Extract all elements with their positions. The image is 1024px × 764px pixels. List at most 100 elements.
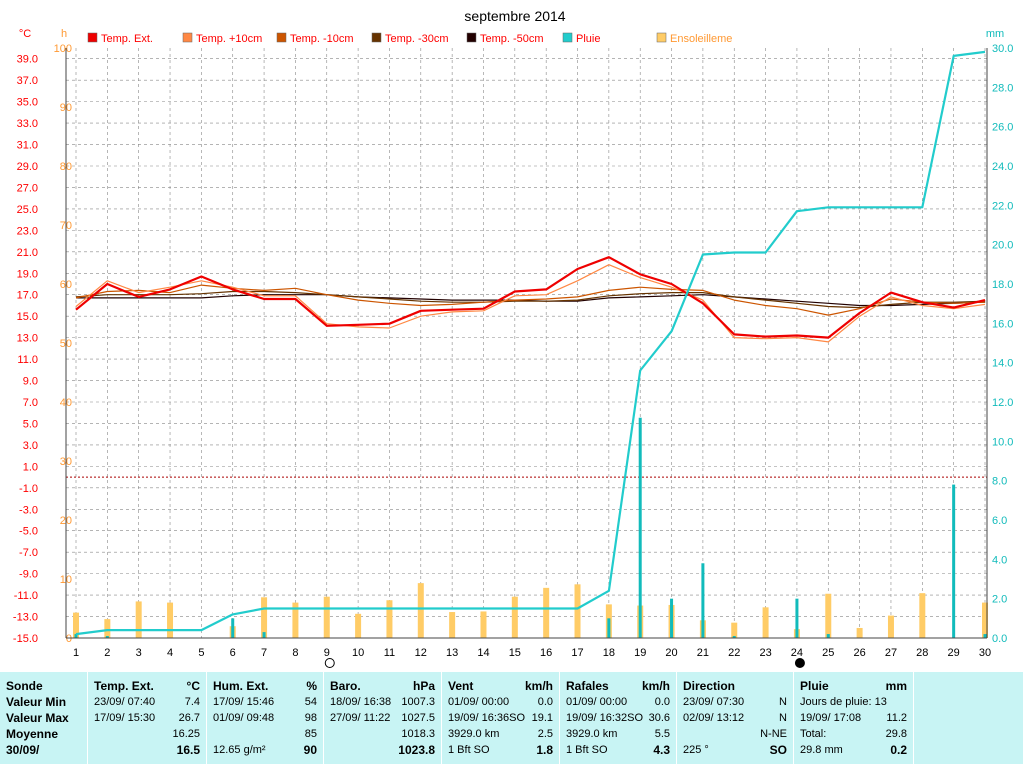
sunshine-bar	[386, 600, 393, 638]
baro-unit: hPa	[412, 679, 435, 693]
temp-row-value: 16.25	[172, 728, 200, 740]
sunshine-bar	[825, 593, 832, 638]
legend-swatch	[87, 32, 98, 43]
sun-axis-unit: h	[61, 28, 67, 40]
x-tick-label: 25	[822, 647, 834, 659]
sunshine-bar	[261, 597, 268, 638]
baro-row-value: 1027.5	[401, 712, 435, 724]
pluie-header: Pluie	[800, 679, 829, 693]
moon-full-icon	[324, 658, 335, 668]
rain-tick-label: 20.0	[992, 240, 1013, 252]
sonde-row-label: Valeur Min	[6, 695, 67, 709]
vent-unit: km/h	[524, 679, 553, 693]
temp-tick-label: 13.0	[17, 333, 38, 345]
x-tick-label: 27	[885, 647, 897, 659]
legend-swatch	[182, 32, 193, 43]
baro-row-value: 1023.8	[398, 743, 435, 757]
sonde-row-label: Valeur Max	[6, 711, 69, 725]
temp-tick-label: 23.0	[17, 225, 38, 237]
x-tick-label: 12	[415, 647, 427, 659]
direction-row-value: N	[779, 712, 787, 724]
temp-unit: °C	[186, 679, 200, 693]
daily-rain-bar	[826, 634, 830, 638]
direction-row-label: 23/09/ 07:30	[683, 696, 745, 708]
sunshine-bar	[887, 615, 894, 638]
direction-row-value: N	[779, 696, 787, 708]
temp-row: 23/09/ 07:40 7.4	[94, 694, 200, 710]
temp-tick-label: -1.0	[19, 483, 38, 495]
x-tick-label: 11	[384, 647, 395, 659]
temp-row: 17/09/ 15:30 26.7	[94, 710, 200, 726]
sonde-header: Sonde	[6, 679, 43, 693]
hum-row-value: 85	[304, 728, 317, 740]
temp-row-value: 7.4	[184, 696, 200, 708]
pluie-row: Jours de pluie: 13	[800, 694, 907, 710]
rafales-row-value: 5.5	[654, 728, 670, 740]
rafales-row-value: 30.6	[648, 712, 670, 724]
legend-swatch	[276, 32, 287, 43]
x-tick-label: 3	[136, 647, 142, 659]
temp-tick-label: 37.0	[17, 75, 38, 87]
sonde-column: Sonde Valeur Min Valeur Max Moyenne 30/0…	[0, 672, 88, 764]
x-tick-label: 16	[540, 647, 552, 659]
legend-label: Temp. Ext.	[101, 33, 153, 45]
direction-header-row: Direction	[683, 678, 787, 694]
sunshine-bar	[323, 596, 330, 638]
rain-tick-label: 4.0	[992, 554, 1007, 566]
daily-rain-bars	[74, 417, 987, 638]
series-lines	[75, 50, 986, 636]
sunshine-bar	[167, 602, 174, 638]
hum-row: 12.65 g/m² 90	[213, 742, 317, 758]
temp-tick-label: 27.0	[17, 182, 38, 194]
sunshine-bar	[731, 622, 738, 638]
legend-label: Temp. -10cm	[290, 33, 354, 45]
daily-rain-bar	[670, 598, 674, 638]
hum-row: 85	[213, 726, 317, 742]
legend-label: Ensoleilleme	[670, 33, 732, 45]
vent-row: 1 Bft SO 1.8	[448, 742, 553, 758]
hum-row-value: 98	[304, 712, 317, 724]
temp-tick-label: -3.0	[19, 504, 38, 516]
chart-legend: Temp. Ext. Temp. +10cm Temp. -10cm Temp. -3…	[87, 32, 732, 45]
rafales-row: 3929.0 km 5.5	[566, 726, 670, 742]
sunshine-bar	[919, 593, 926, 638]
rafales-row-value: 0.0	[654, 696, 670, 708]
spare-column	[914, 672, 1024, 764]
chart-grid	[66, 48, 987, 639]
x-tick-label: 13	[446, 647, 458, 659]
vent-row-label: 1 Bft SO	[448, 744, 490, 756]
x-tick-label: 10	[352, 647, 364, 659]
baro-column: Baro. hPa 18/09/ 16:38 1007.3 27/09/ 11:22 10…	[324, 672, 442, 764]
series-line-pluie	[75, 50, 986, 636]
temp-row-value: 16.5	[176, 743, 200, 757]
direction-column: Direction 23/09/ 07:30 N 02/09/ 13:12 N N-NE 2…	[677, 672, 794, 764]
hum-row-label: 12.65 g/m²	[213, 744, 266, 756]
vent-header: Vent	[448, 679, 474, 693]
x-tick-label: 9	[324, 647, 330, 659]
direction-row-label: 225 °	[683, 744, 709, 756]
daily-rain-bar	[607, 618, 611, 638]
temp-tick-label: 3.0	[23, 440, 38, 452]
x-tick-label: 8	[292, 647, 298, 659]
rain-tick-label: 24.0	[992, 161, 1013, 173]
x-tick-label: 20	[665, 647, 677, 659]
rain-tick-label: 6.0	[992, 515, 1007, 527]
temp-column: Temp. Ext. °C 23/09/ 07:40 7.4 17/09/ 15:30 2…	[88, 672, 207, 764]
baro-row-value: 1007.3	[401, 696, 435, 708]
rafales-row: 1 Bft SO 4.3	[566, 742, 670, 758]
sunshine-bar	[856, 627, 863, 638]
temp-row-label: 17/09/ 15:30	[94, 712, 156, 724]
hum-header-row: Hum. Ext.%	[213, 678, 317, 694]
temp-tick-label: -9.0	[19, 569, 38, 581]
hum-row: 17/09/ 15:46 54	[213, 694, 317, 710]
temp-row: 16.5	[94, 742, 200, 758]
daily-rain-bar	[105, 636, 109, 638]
vent-row: 01/09/ 00:00 0.0	[448, 694, 553, 710]
rain-tick-label: 0.0	[992, 633, 1007, 645]
direction-row-label: 02/09/ 13:12	[683, 712, 745, 724]
x-tick-label: 23	[759, 647, 771, 659]
rain-tick-label: 26.0	[992, 122, 1013, 134]
hum-header: Hum. Ext.	[213, 679, 269, 693]
temp-tick-label: -7.0	[19, 547, 38, 559]
rain-tick-label: 16.0	[992, 318, 1013, 330]
